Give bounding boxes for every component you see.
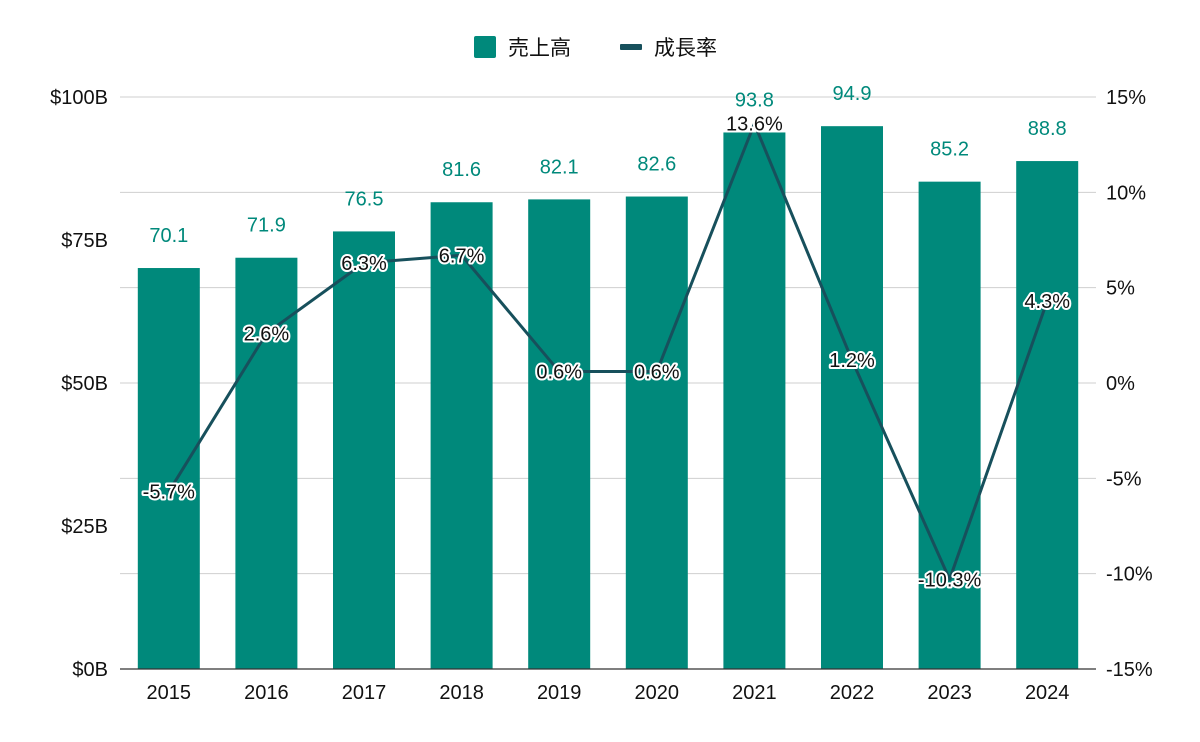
bar-data-labels: 70.1 71.9 76.5 81.6 82.1 82.6 93.8 94.9 85.2 88.8	[149, 83, 1066, 247]
y-right-tick-label: 5%	[1106, 278, 1135, 300]
x-tick-label: 2017	[342, 682, 387, 704]
bar	[723, 132, 786, 670]
y-right-tick-label: -15%	[1106, 659, 1153, 681]
bar-data-label: 81.6	[442, 159, 481, 181]
x-tick-label: 2020	[635, 682, 680, 704]
x-tick-label: 2021	[732, 682, 777, 704]
x-tick-label: 2018	[439, 682, 484, 704]
bar	[235, 257, 298, 669]
legend-swatch-line	[620, 44, 642, 50]
line-data-label: 0.6%	[634, 362, 680, 384]
y-right-tick-label: 15%	[1106, 87, 1146, 109]
y-right-tick-label: 10%	[1106, 182, 1146, 204]
bar-data-label: 76.5	[345, 188, 384, 210]
bar	[821, 126, 883, 669]
x-tick-label: 2016	[244, 682, 289, 704]
line-data-label: 13.6%	[726, 114, 783, 136]
line-data-label: 0.6%	[536, 362, 582, 384]
legend-label-line: 成長率	[654, 36, 717, 60]
y-right-tick-label: 0%	[1106, 373, 1135, 395]
line-data-label: 6.7%	[439, 245, 485, 267]
x-tick-label: 2023	[927, 682, 972, 704]
bar	[625, 196, 688, 669]
x-tick-label: 2024	[1025, 682, 1070, 704]
y-left-tick-label: $75B	[61, 230, 108, 252]
bar-data-label: 94.9	[833, 83, 872, 105]
y-right-tick-label: -5%	[1106, 468, 1142, 490]
line-data-label: 4.3%	[1024, 291, 1070, 313]
y-left-tick-label: $25B	[61, 516, 108, 538]
line-data-label: 1.2%	[829, 350, 875, 372]
line-data-label: 2.6%	[244, 323, 290, 345]
bar	[918, 181, 981, 669]
legend: 売上高 成長率	[474, 36, 717, 60]
bar-data-label: 82.6	[637, 154, 676, 176]
y-right-tick-label: -10%	[1106, 564, 1153, 586]
bar-data-label: 85.2	[930, 139, 969, 161]
bar-data-label: 88.8	[1028, 118, 1067, 140]
y-left-tick-label: $50B	[61, 373, 108, 395]
bar	[528, 199, 591, 669]
x-tick-label: 2022	[830, 682, 875, 704]
bar-data-label: 82.1	[540, 156, 579, 178]
bar	[1016, 161, 1079, 669]
line-data-label: -10.3%	[918, 569, 982, 591]
bar	[137, 268, 200, 669]
legend-label-bar: 売上高	[508, 36, 571, 60]
bar-data-label: 93.8	[735, 89, 774, 111]
line-data-label: 6.3%	[341, 253, 387, 275]
x-tick-label: 2015	[147, 682, 192, 704]
line-data-label: -5.7%	[143, 482, 195, 504]
y-left-tick-label: $0B	[72, 659, 108, 681]
line-data-labels: -5.7% 2.6% 6.3% 6.7% 0.6% 0.6% 13.6% 1.2% -10.3%…	[141, 112, 1073, 594]
bar-data-label: 70.1	[149, 225, 188, 247]
growth-line	[167, 122, 1049, 581]
legend-swatch-bar	[474, 36, 496, 58]
bar	[430, 202, 493, 670]
x-tick-label: 2019	[537, 682, 582, 704]
axes: $0B $25B $50B $75B $100B -15% -10% -5% 0% 5% 10% 15…	[50, 87, 1153, 704]
bar	[333, 231, 395, 670]
bar-series	[137, 126, 1079, 670]
y-left-tick-label: $100B	[50, 87, 108, 109]
line-series	[167, 122, 1049, 581]
bar-data-label: 71.9	[247, 215, 286, 237]
